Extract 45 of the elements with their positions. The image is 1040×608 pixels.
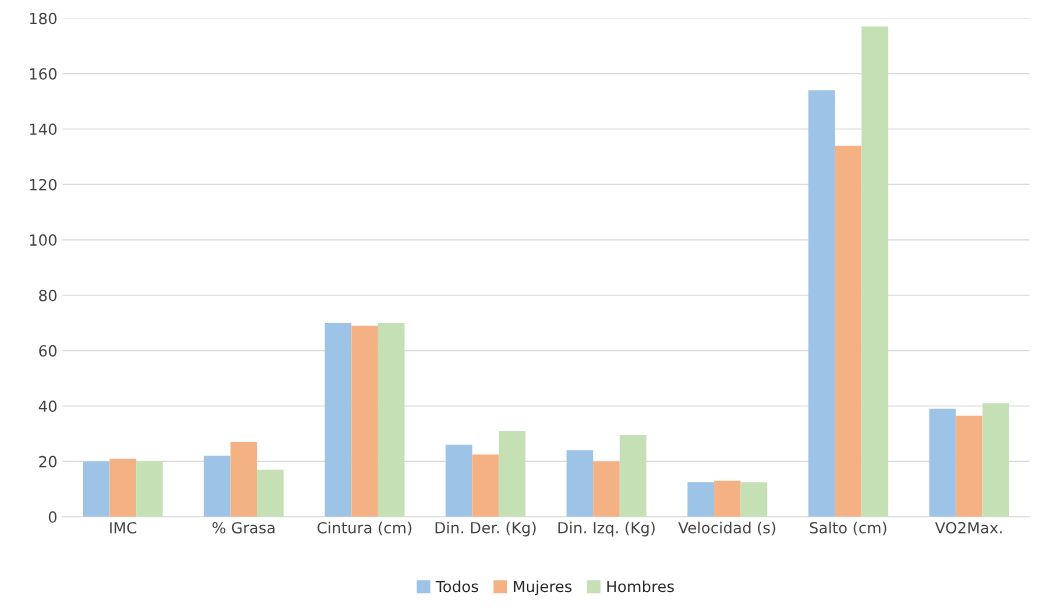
bar bbox=[955, 415, 983, 517]
bar bbox=[929, 408, 956, 517]
y-tick-label: 80 bbox=[39, 289, 57, 302]
y-tick-label: 60 bbox=[39, 345, 57, 357]
legend-label: Mujeres bbox=[513, 580, 572, 596]
y-tick-label: 180 bbox=[30, 12, 57, 25]
x-tick-label: Velocidad (s) bbox=[678, 521, 776, 536]
x-tick-label: Cintura (cm) bbox=[317, 521, 412, 536]
x-tick-label: Salto (cm) bbox=[809, 521, 887, 536]
x-tick-label: Din. Der. (Kg) bbox=[435, 521, 536, 537]
bar bbox=[230, 442, 258, 517]
bar bbox=[472, 454, 499, 517]
bar bbox=[740, 482, 768, 517]
bar bbox=[687, 482, 715, 517]
bar bbox=[257, 469, 284, 517]
y-tick-label: 100 bbox=[30, 234, 57, 246]
bar bbox=[136, 461, 163, 517]
bar bbox=[619, 435, 647, 517]
bar bbox=[498, 430, 526, 517]
x-tick-label: IMC bbox=[110, 521, 137, 534]
x-tick-label: % Grasa bbox=[212, 521, 275, 534]
y-tick-label: 120 bbox=[30, 178, 57, 191]
x-tick-label: VO2Max. bbox=[935, 521, 1002, 534]
bar bbox=[109, 458, 137, 517]
y-tick-label: 40 bbox=[38, 400, 57, 413]
bar bbox=[714, 480, 741, 517]
bar bbox=[324, 322, 352, 517]
y-tick-label: 0 bbox=[48, 511, 57, 523]
bar bbox=[982, 403, 1010, 517]
bar bbox=[445, 444, 473, 517]
bar bbox=[566, 450, 594, 517]
bar bbox=[834, 145, 862, 517]
bar bbox=[593, 461, 620, 517]
y-tick-label: 140 bbox=[30, 123, 57, 136]
bar bbox=[861, 26, 889, 517]
bar bbox=[377, 322, 405, 517]
bar bbox=[351, 325, 378, 517]
legend-label: Hombres bbox=[607, 580, 674, 593]
y-tick-label: 20 bbox=[39, 455, 57, 468]
bar bbox=[82, 461, 110, 517]
y-tick-label: 160 bbox=[30, 68, 57, 80]
bar bbox=[808, 90, 835, 517]
legend-label: Todos bbox=[435, 580, 479, 593]
bar bbox=[203, 455, 231, 517]
x-tick-label: Din. Izq. (Kg) bbox=[558, 521, 655, 537]
